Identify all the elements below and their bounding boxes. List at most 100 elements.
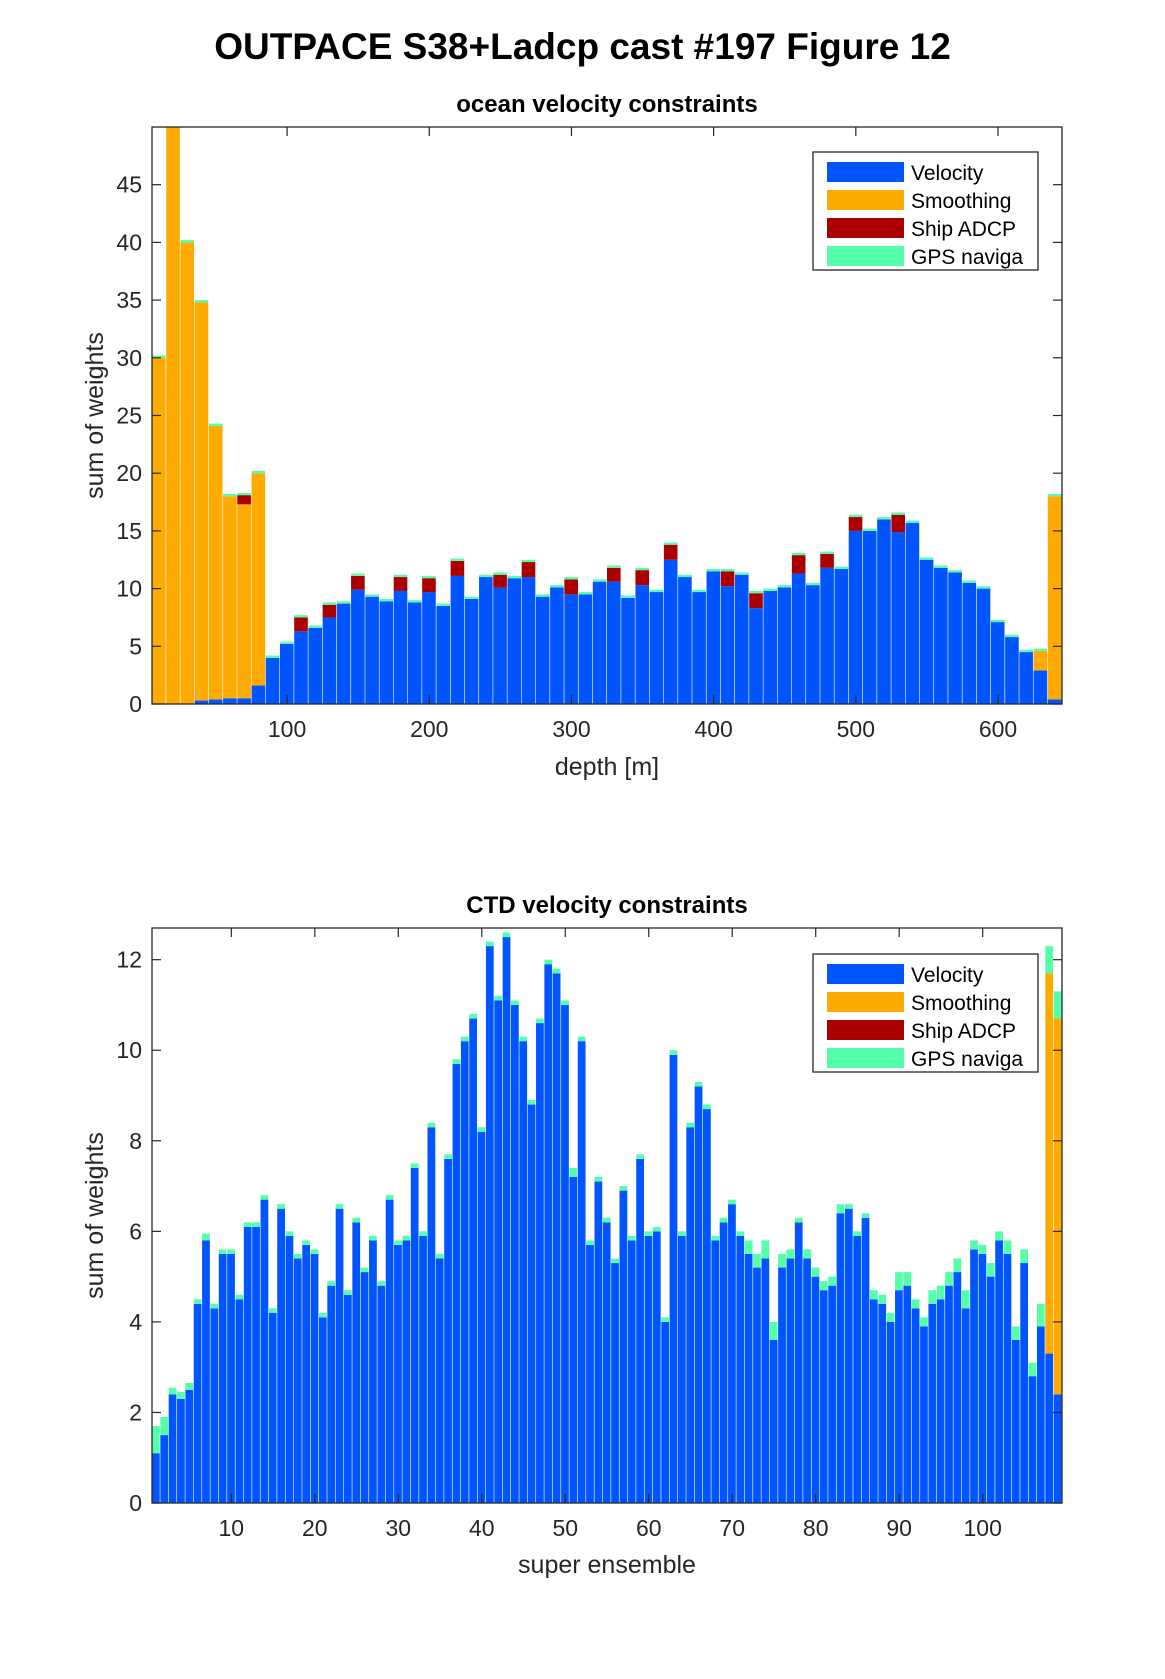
bar-gps-naviga: [919, 557, 934, 560]
bar-gps-naviga: [848, 514, 863, 518]
bar-velocity: [452, 1063, 461, 1503]
legend-label: Smoothing: [911, 190, 1011, 213]
bar-velocity: [265, 657, 280, 704]
bar-gps-naviga: [791, 552, 806, 556]
bar-gps-naviga: [564, 577, 578, 580]
bar-velocity: [744, 1253, 753, 1503]
bar-ship-adcp: [607, 567, 621, 582]
bar-velocity: [1033, 670, 1048, 704]
bar-velocity: [493, 587, 507, 704]
bar-velocity: [749, 608, 763, 704]
bar-gps-naviga: [711, 1235, 720, 1241]
bar-velocity: [252, 1226, 260, 1503]
bar-gps-naviga: [953, 1258, 962, 1273]
bar-velocity: [260, 1199, 269, 1503]
bar-gps-naviga: [602, 1217, 611, 1223]
bar-gps-naviga: [734, 572, 749, 575]
bar-velocity: [711, 1240, 720, 1503]
bar-velocity: [577, 1041, 586, 1503]
bar-gps-naviga: [335, 1204, 344, 1209]
bar-gps-naviga: [344, 1290, 352, 1295]
bar-velocity: [294, 631, 308, 704]
x-tick-label: 100: [964, 1515, 1002, 1541]
bar-gps-naviga: [360, 1267, 369, 1273]
x-tick-label: 400: [694, 716, 732, 742]
bar-gps-naviga: [936, 1285, 945, 1300]
bar-velocity: [819, 1290, 828, 1503]
bar-velocity: [663, 559, 678, 704]
bar-gps-naviga: [592, 579, 607, 582]
x-tick-label: 30: [385, 1515, 411, 1541]
bar-gps-naviga: [806, 582, 820, 586]
bar-velocity: [327, 1285, 336, 1503]
bar-gps-naviga: [769, 1321, 778, 1341]
bar-gps-naviga: [535, 594, 550, 597]
bar-velocity: [210, 1308, 219, 1503]
bar-smoothing: [1053, 1018, 1062, 1395]
bar-gps-naviga: [237, 492, 251, 496]
bar-velocity: [536, 1023, 544, 1503]
bar-velocity: [152, 1453, 160, 1503]
bar-gps-naviga: [869, 1290, 878, 1300]
bar-gps-naviga: [611, 1258, 619, 1264]
bar-gps-naviga: [986, 1263, 995, 1277]
legend-swatch-ship-adcp: [827, 1020, 904, 1040]
bar-gps-naviga: [180, 240, 195, 243]
x-tick-label: 500: [837, 716, 875, 742]
bar-gps-naviga: [607, 565, 621, 568]
bar-velocity: [734, 574, 749, 704]
bar-velocity: [569, 1177, 578, 1503]
y-tick-label: 40: [116, 229, 142, 255]
bar-ship-adcp: [791, 555, 806, 574]
bar-smoothing: [166, 127, 180, 704]
bar-gps-naviga: [777, 585, 792, 588]
bar-velocity: [611, 1263, 619, 1503]
bar-velocity: [891, 532, 905, 704]
bar-velocity: [811, 1276, 820, 1503]
bar-gps-naviga: [834, 566, 849, 569]
bar-gps-naviga: [394, 1240, 402, 1245]
bar-velocity: [862, 530, 877, 704]
bar-gps-naviga: [820, 551, 834, 554]
bar-gps-naviga: [794, 1217, 803, 1223]
bar-gps-naviga: [753, 1253, 761, 1268]
bar-gps-naviga: [310, 1249, 319, 1254]
bar-gps-naviga: [336, 601, 351, 604]
bar-velocity: [365, 596, 379, 704]
bar-velocity: [237, 698, 251, 704]
bar-gps-naviga: [828, 1276, 836, 1286]
bar-velocity: [479, 577, 493, 704]
legend-swatch-gps-naviga: [827, 246, 904, 266]
bar-ship-adcp: [564, 579, 578, 595]
bar-velocity: [953, 1272, 962, 1503]
bar-velocity: [160, 1435, 169, 1503]
bar-velocity: [920, 1326, 928, 1503]
bar-velocity: [905, 522, 920, 704]
bar-gps-naviga: [223, 493, 237, 497]
x-tick-label: 10: [219, 1515, 245, 1541]
bar-velocity: [820, 567, 834, 704]
bar-velocity: [279, 643, 294, 704]
x-tick-label: 100: [268, 716, 306, 742]
bar-gps-naviga: [279, 641, 294, 644]
bar-velocity: [877, 519, 891, 704]
bar-smoothing: [251, 473, 266, 686]
x-tick-label: 600: [979, 716, 1017, 742]
bar-gps-naviga: [744, 1240, 753, 1254]
bar-velocity: [636, 1158, 644, 1503]
bar-velocity: [594, 1181, 603, 1503]
bar-gps-naviga: [252, 1222, 260, 1227]
bar-gps-naviga: [351, 573, 365, 576]
x-tick-label: 70: [719, 1515, 745, 1541]
bar-velocity: [976, 588, 991, 704]
bar-velocity: [450, 575, 465, 704]
bar-velocity: [694, 1086, 703, 1503]
bar-velocity: [322, 617, 337, 704]
bar-gps-naviga: [419, 1231, 427, 1236]
bar-gps-naviga: [485, 941, 494, 947]
bar-gps-naviga: [1036, 1303, 1045, 1327]
bar-velocity: [834, 568, 849, 704]
bar-velocity: [460, 1041, 469, 1503]
bar-gps-naviga: [891, 512, 905, 515]
bar-gps-naviga: [736, 1231, 745, 1236]
